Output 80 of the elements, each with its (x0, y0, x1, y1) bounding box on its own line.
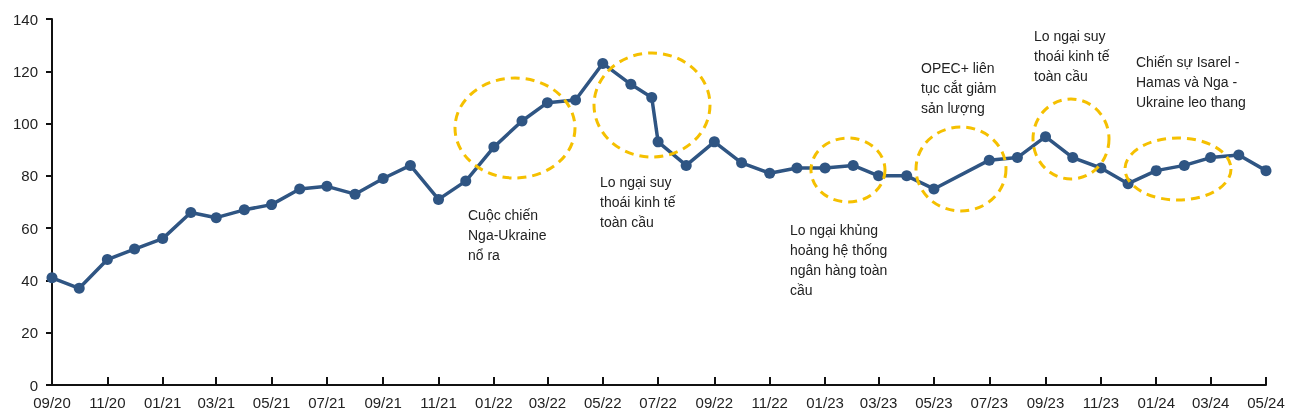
x-tick-label: 11/20 (89, 394, 126, 411)
x-tick-label: 05/21 (252, 394, 291, 411)
point (1260, 165, 1272, 177)
x-tick-label: 07/22 (639, 394, 677, 411)
point (185, 206, 197, 218)
x-tick-label: 11/23 (1082, 394, 1120, 411)
x-tick-label: 01/23 (806, 394, 844, 411)
point (1040, 131, 1052, 143)
point (321, 180, 333, 192)
point (433, 193, 445, 205)
point (1233, 149, 1245, 161)
x-tick-label: 01/22 (475, 394, 513, 411)
point (46, 272, 58, 284)
x-tick-label: 03/24 (1191, 394, 1230, 411)
x-tick-label: 05/23 (915, 394, 953, 411)
x-tick-label: 05/22 (583, 394, 622, 411)
point (516, 115, 528, 127)
x-tick-label: 09/23 (1026, 394, 1065, 411)
x-tick-label: 03/22 (528, 394, 567, 411)
point (901, 170, 913, 182)
point (349, 188, 361, 200)
annotation: Lo ngại suy thoái kinh tế toàn cầu (1034, 27, 1110, 86)
x-tick-label: 07/23 (970, 394, 1009, 411)
x-tick-label: 05/24 (1247, 394, 1285, 411)
point (928, 183, 940, 195)
point (708, 136, 720, 148)
x-tick-label: 01/24 (1137, 394, 1175, 411)
point (1011, 152, 1023, 164)
point (541, 97, 553, 109)
x-tick-label: 03/21 (197, 394, 235, 411)
point (625, 78, 637, 90)
point (791, 162, 803, 174)
point (570, 94, 582, 106)
annotation: OPEC+ liên tục cắt giảm sản lượng (921, 59, 997, 118)
point (157, 233, 169, 245)
x-tick-label: 09/20 (33, 394, 71, 411)
y-tick-label: 140 (12, 10, 38, 28)
point (404, 159, 416, 171)
point (73, 282, 85, 294)
point (873, 170, 885, 182)
point (646, 91, 658, 103)
y-tick-label: 40 (21, 271, 38, 289)
y-tick-label: 20 (21, 324, 38, 342)
point (294, 183, 306, 195)
point (238, 204, 250, 216)
point (1067, 152, 1079, 164)
annotation: Cuộc chiến Nga-Ukraine nổ ra (468, 206, 547, 265)
point (764, 167, 776, 179)
point (983, 154, 995, 166)
y-tick-label: 80 (21, 167, 38, 185)
annotation: Lo ngại suy thoái kinh tế toàn cầu (600, 173, 676, 232)
x-tick-label: 09/21 (364, 394, 402, 411)
point (266, 199, 278, 211)
x-tick-label: 07/21 (308, 394, 346, 411)
y-tick-label: 120 (12, 62, 38, 80)
point (819, 162, 831, 174)
point (680, 159, 692, 171)
point (597, 57, 609, 69)
point (101, 254, 113, 266)
x-tick-label: 11/21 (420, 394, 457, 411)
point (460, 175, 472, 187)
point (210, 212, 222, 224)
x-tick-label: 09/22 (695, 394, 734, 411)
annotation: Chiến sự Isarel - Hamas và Nga - Ukraine leo thang (1136, 53, 1246, 112)
annotation: Lo ngại khủng hoảng hệ thống ngân hàng toàn cầu (790, 221, 888, 300)
point (129, 243, 141, 255)
y-tick-label: 0 (29, 376, 38, 394)
point (652, 136, 664, 148)
x-tick-label: 11/22 (751, 394, 788, 411)
point (377, 172, 389, 184)
point (488, 141, 500, 153)
y-tick-label: 100 (12, 115, 38, 133)
y-tick-label: 60 (21, 219, 38, 237)
point (1150, 165, 1162, 177)
x-tick-label: 01/21 (143, 394, 182, 411)
point (736, 157, 748, 169)
x-tick-label: 03/23 (859, 394, 898, 411)
point (1205, 152, 1217, 164)
point (1178, 159, 1190, 171)
point (847, 159, 859, 171)
